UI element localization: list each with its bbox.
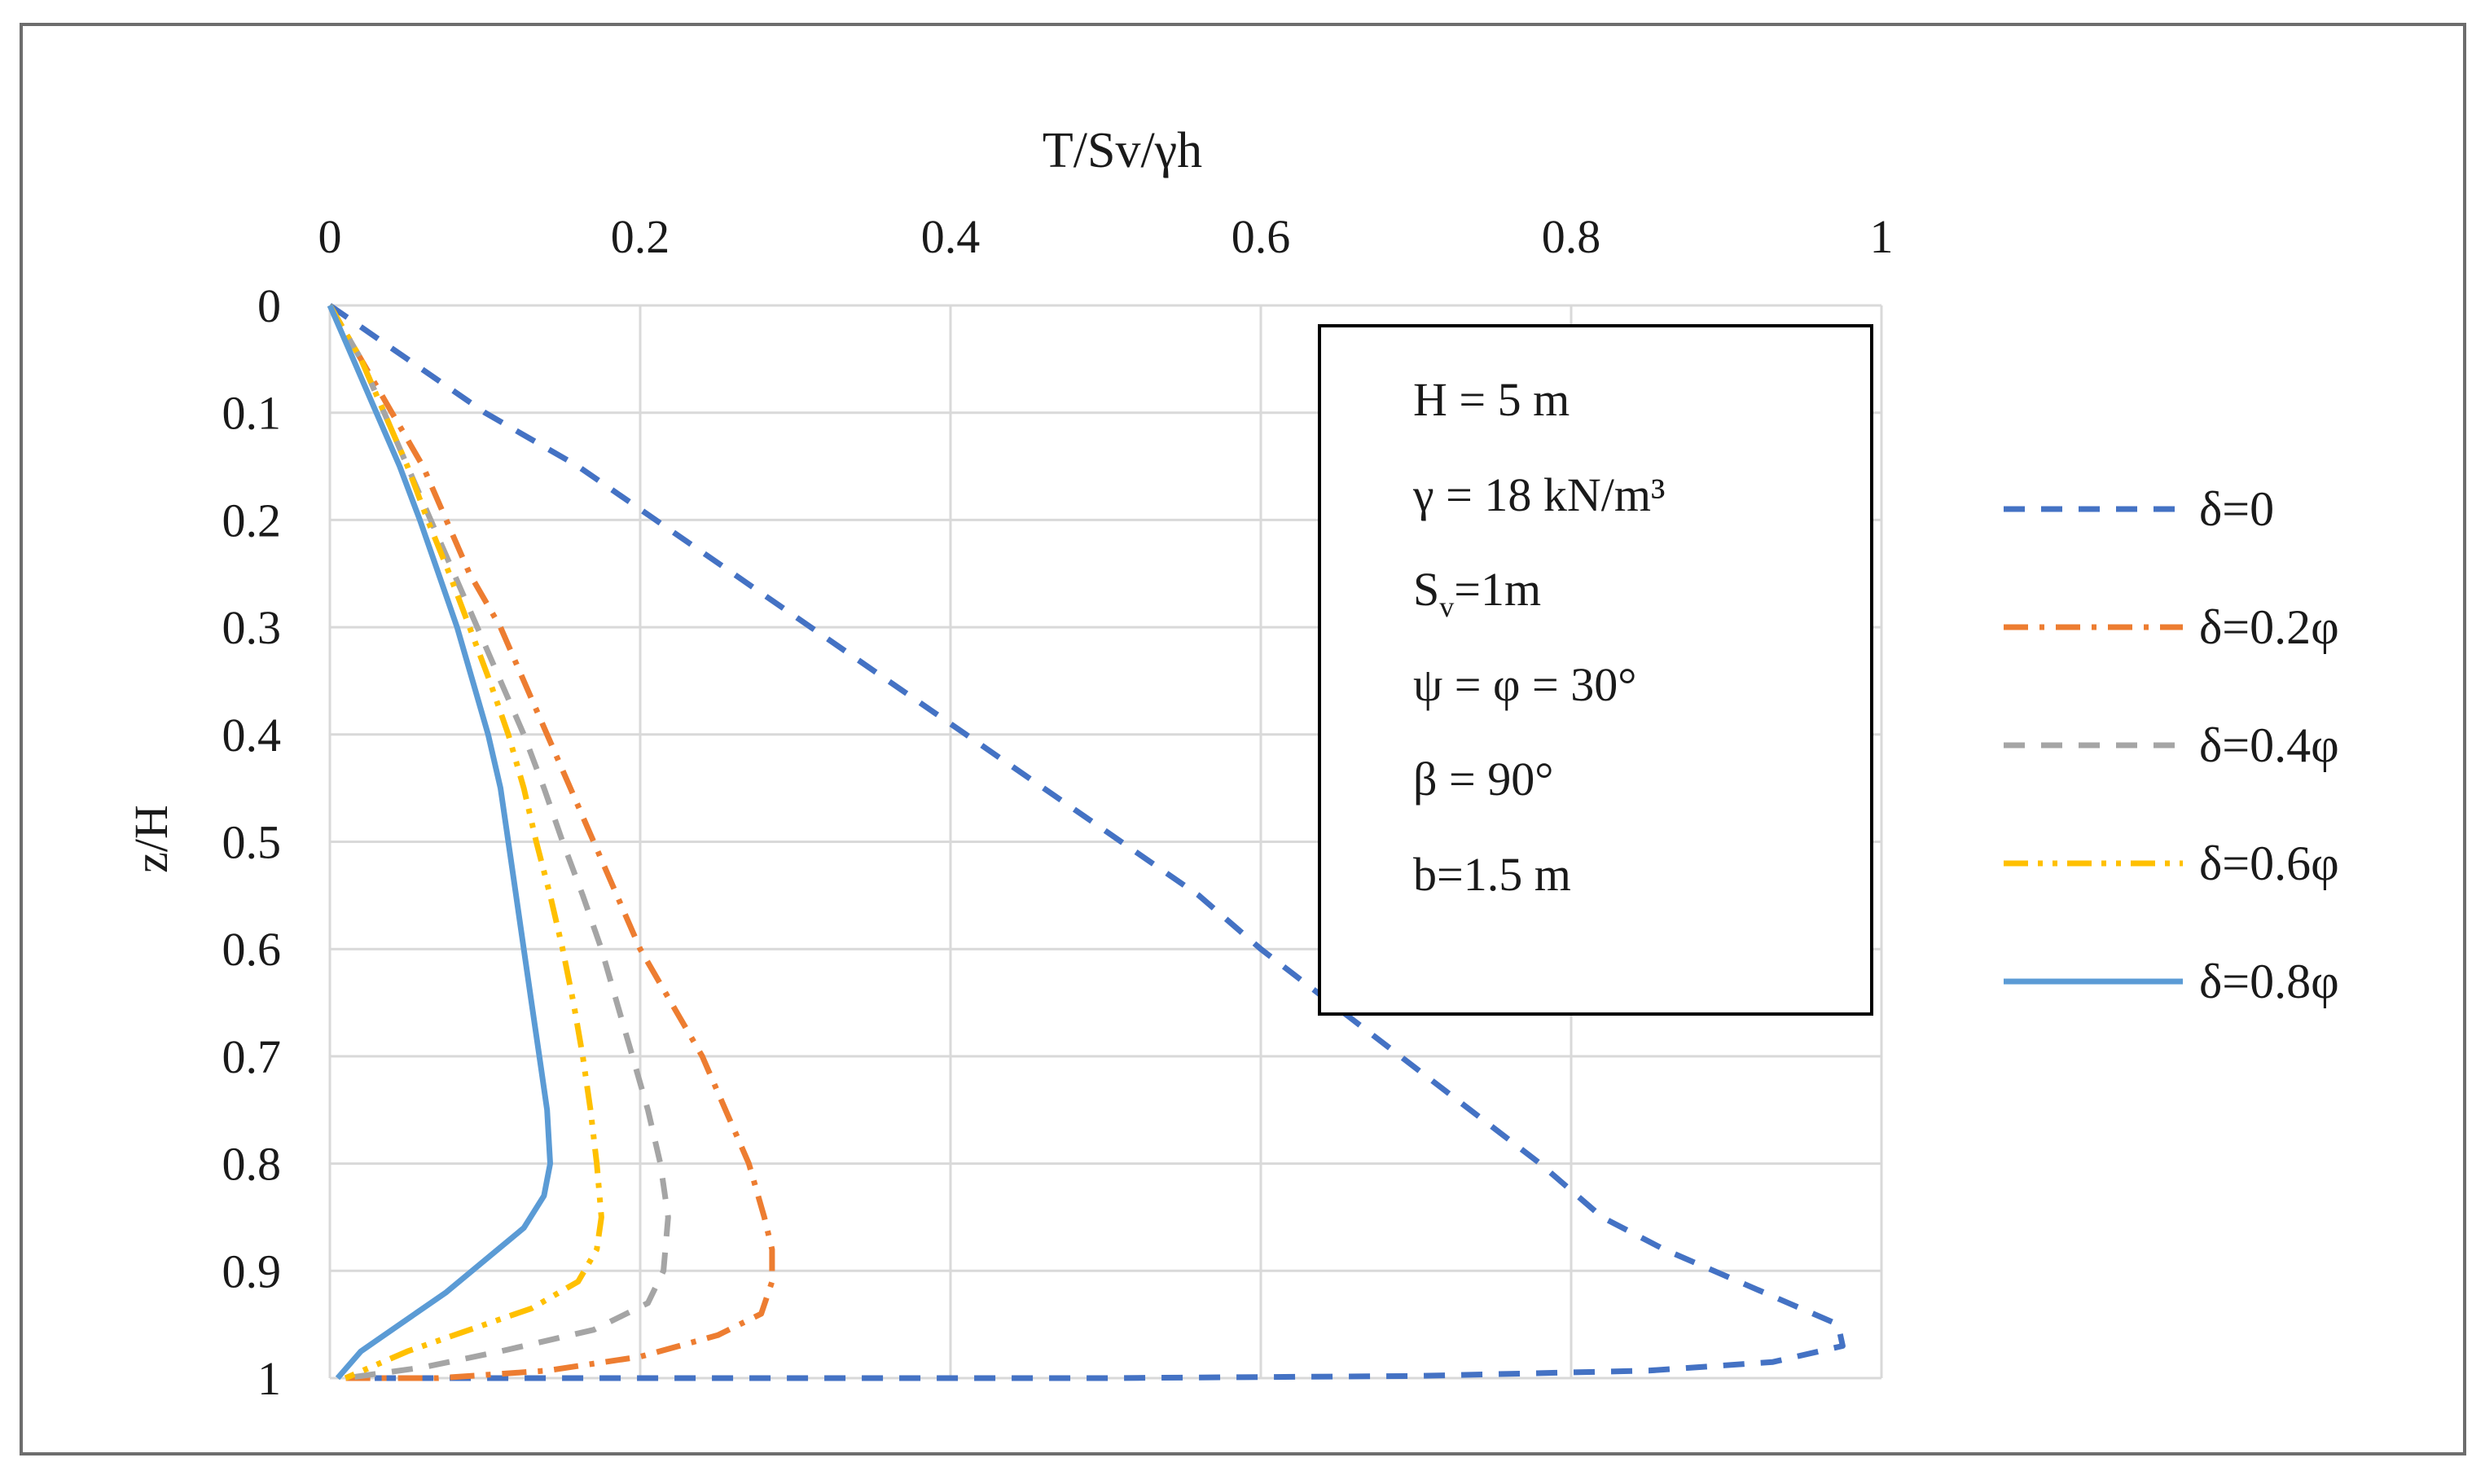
annotation-frame (1318, 324, 1873, 1016)
y-tick-label: 0.2 (222, 494, 282, 547)
annotation-spacing-value: =1m (1454, 563, 1541, 616)
series-line (327, 304, 553, 1381)
y-tick-label: 0.5 (222, 816, 282, 869)
y-tick-label: 0.1 (222, 387, 282, 440)
legend-label: δ=0.6φ (2199, 836, 2339, 890)
y-tick-label: 0 (257, 279, 281, 332)
x-tick-label: 0.2 (611, 210, 670, 263)
legend-label: δ=0.8φ (2199, 955, 2339, 1008)
annotation-width: b=1.5 m (1413, 848, 1571, 901)
series-line (327, 304, 775, 1381)
y-tick-label: 0.7 (222, 1030, 282, 1083)
legend-label: δ=0.4φ (2199, 718, 2339, 772)
x-tick-label: 0.8 (1542, 210, 1601, 263)
annotation-friction-angle: ψ = φ = 30° (1413, 658, 1636, 711)
x-axis-title: T/Sv/γh (1043, 123, 1202, 178)
y-tick-label: 1 (257, 1352, 281, 1405)
y-tick-labels: 0 0.1 0.2 0.3 0.4 0.5 0.6 0.7 0.8 0.9 1 (222, 279, 282, 1405)
series-lines (327, 303, 1846, 1381)
annotation-spacing: Sv=1m (1413, 563, 1541, 623)
x-tick-labels: 0 0.2 0.4 0.6 0.8 1 (318, 210, 1894, 263)
annotation-wall-angle: β = 90° (1413, 753, 1553, 806)
legend-label: δ=0 (2199, 482, 2274, 536)
x-tick-label: 0.4 (921, 210, 981, 263)
annotation-spacing-subscript: v (1439, 591, 1454, 623)
annotation-box: H = 5 m γ = 18 kN/m³ Sv=1m ψ = φ = 30° β… (1318, 324, 1873, 1016)
x-tick-label: 0.6 (1232, 210, 1291, 263)
annotation-height: H = 5 m (1413, 373, 1570, 426)
y-tick-label: 0.8 (222, 1138, 282, 1191)
y-tick-label: 0.3 (222, 601, 282, 654)
annotation-spacing-symbol: S (1413, 563, 1439, 616)
legend-label: δ=0.2φ (2199, 600, 2339, 654)
x-tick-label: 1 (1870, 210, 1894, 263)
x-tick-label: 0 (318, 210, 342, 263)
series-line (327, 304, 604, 1381)
y-tick-label: 0.4 (222, 709, 282, 762)
annotation-unit-weight: γ = 18 kN/m³ (1412, 468, 1665, 521)
chart-outer-frame (20, 23, 2466, 1455)
y-axis-title: z/H (125, 805, 178, 873)
legend: δ=0 δ=0.2φ δ=0.4φ δ=0.6φ δ=0.8φ (2004, 482, 2339, 1008)
y-tick-label: 0.6 (222, 923, 282, 976)
y-tick-label: 0.9 (222, 1245, 282, 1297)
